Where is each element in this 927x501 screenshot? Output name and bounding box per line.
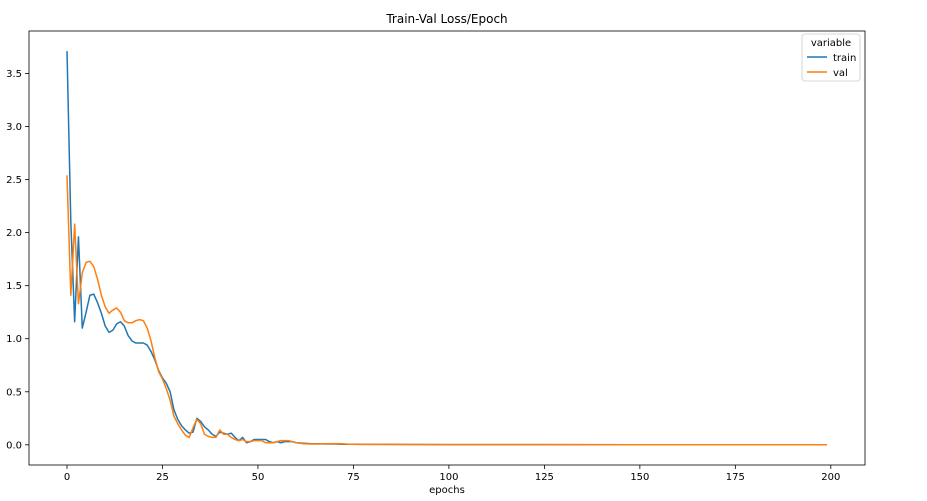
y-tick-label: 2.0 <box>6 228 22 239</box>
x-tick-label: 100 <box>439 472 458 483</box>
y-axis-ticks: 0.0 0.5 1.0 1.5 2.0 2.5 3.0 3.5 <box>6 69 29 451</box>
y-tick-label: 3.0 <box>6 122 22 133</box>
x-tick-label: 50 <box>252 472 265 483</box>
y-tick-label: 2.5 <box>6 175 22 186</box>
y-tick-label: 0.0 <box>6 440 22 451</box>
series-line-val <box>66 175 827 446</box>
series-line-train <box>66 51 827 446</box>
legend-label-train: train <box>833 53 856 64</box>
x-tick-label: 25 <box>156 472 169 483</box>
x-axis-label: epochs <box>429 485 465 496</box>
y-tick-label: 1.5 <box>6 281 22 292</box>
legend-frame <box>801 33 861 82</box>
y-tick-label: 1.0 <box>6 334 22 345</box>
legend: variable train val <box>801 33 861 82</box>
x-tick-label: 200 <box>821 472 840 483</box>
x-tick-label: 150 <box>630 472 649 483</box>
legend-title: variable <box>811 38 851 49</box>
x-tick-label: 175 <box>726 472 745 483</box>
legend-label-val: val <box>833 68 848 79</box>
chart-title: Train-Val Loss/Epoch <box>385 12 507 26</box>
x-tick-label: 75 <box>347 472 360 483</box>
y-tick-label: 3.5 <box>6 69 22 80</box>
x-tick-label: 125 <box>535 472 554 483</box>
x-tick-label: 0 <box>64 472 70 483</box>
x-axis-ticks: 0 25 50 75 100 125 150 175 200 <box>64 465 840 483</box>
y-tick-label: 0.5 <box>6 387 22 398</box>
plot-area-frame <box>28 30 866 466</box>
series-layer <box>66 51 827 446</box>
